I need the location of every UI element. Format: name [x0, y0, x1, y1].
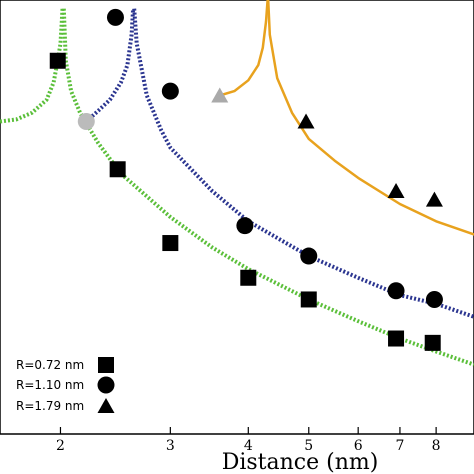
series-1-point-5	[300, 291, 317, 308]
series-3-point-2	[387, 182, 405, 198]
fit-curves	[0, 0, 474, 367]
legend: R=0.72 nm R=1.10 nm R=1.79 nm	[16, 357, 115, 413]
series-1-point-7	[424, 334, 441, 351]
series-2-point-1	[106, 8, 124, 26]
legend-label-3: R=1.79 nm	[16, 399, 84, 413]
legend-label-1: R=0.72 nm	[16, 358, 84, 372]
legend-marker-1	[98, 357, 114, 373]
x-axis-ticks: 2 3 4 5 6 7 8	[56, 427, 441, 454]
x-tick-label: 2	[56, 438, 65, 454]
series-2-point-3	[236, 217, 254, 235]
grey-point-1	[77, 113, 95, 131]
data-points	[49, 8, 443, 351]
series-1-point-6	[388, 330, 405, 347]
x-tick-label: 8	[432, 438, 441, 454]
series-1-point-4	[240, 269, 257, 286]
series-3-point-1	[297, 113, 315, 129]
grey-point-2	[211, 87, 229, 103]
series-1-point-2	[109, 161, 126, 178]
x-tick-label: 3	[166, 438, 175, 454]
series-2-point-4	[300, 247, 318, 265]
x-tick-label: 7	[395, 438, 404, 454]
fit-curve-2-right	[132, 8, 474, 319]
plot-frame	[0, 0, 474, 435]
series-1-point-3	[162, 235, 179, 252]
series-2-point-2	[161, 82, 179, 100]
x-tick-label: 4	[244, 438, 253, 454]
legend-label-2: R=1.10 nm	[16, 378, 84, 392]
legend-marker-3	[97, 398, 115, 413]
series-2-point-5	[387, 282, 405, 300]
series-2-point-6	[425, 290, 443, 308]
fit-curve-3-left	[218, 0, 269, 97]
series-1-point-1	[49, 52, 66, 69]
legend-marker-2	[97, 376, 115, 394]
x-tick-label: 5	[304, 438, 313, 454]
series-3-point-3	[425, 191, 443, 207]
fit-curve-1-left	[0, 8, 65, 124]
x-tick-label: 6	[354, 438, 363, 454]
fit-curve-2-left	[84, 8, 136, 123]
fit-curve-3-right	[266, 0, 474, 236]
fit-curve-1-right	[61, 8, 474, 367]
x-axis-title: Distance (nm)	[222, 450, 379, 474]
